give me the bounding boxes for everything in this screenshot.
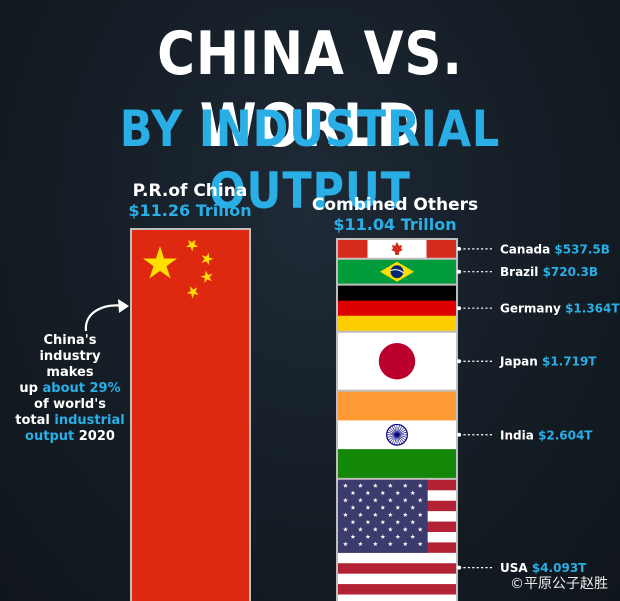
- china-small-star-icon-1: [185, 239, 199, 252]
- country-value: $2.604T: [538, 428, 593, 442]
- country-name: USA: [500, 561, 532, 575]
- country-name: Canada: [500, 242, 554, 256]
- segment-india: [338, 391, 456, 478]
- leader-dot: [457, 359, 461, 364]
- others-name: Combined Others: [311, 195, 479, 215]
- note-arrow-icon: [84, 299, 129, 332]
- arrow-head: [118, 299, 129, 313]
- leader-dot: [457, 246, 461, 251]
- ashoka-chakra-icon: [386, 423, 408, 446]
- country-value: $4.093T: [532, 561, 587, 575]
- label-germany: Germany $1.364T: [457, 302, 620, 316]
- germany-flag: [338, 285, 456, 331]
- country-value: $1.364T: [565, 302, 620, 316]
- china-big-star-icon: [142, 246, 178, 279]
- india-flag: [338, 391, 456, 478]
- china-flag-field: [132, 230, 249, 601]
- china-value: $11.26 Trillon: [128, 201, 252, 220]
- country-value: $537.5B: [554, 242, 609, 256]
- leader-dot: [457, 565, 461, 570]
- watermark: ©平原公子赵胜: [510, 576, 608, 592]
- label-text: USA $4.093T: [500, 561, 587, 575]
- label-text: Japan $1.719T: [499, 355, 597, 369]
- china-share-note: China's industry makes up about 29% of w…: [15, 333, 125, 444]
- china-header: P.R.of China $11.26 Trillon: [120, 181, 260, 221]
- segment-usa: [338, 479, 456, 601]
- segment-japan: [338, 332, 456, 390]
- label-usa: USA $4.093T: [457, 561, 587, 575]
- label-text: Germany $1.364T: [500, 302, 620, 316]
- label-text: Brazil $720.3B: [500, 265, 598, 279]
- country-name: Brazil: [500, 265, 543, 279]
- china-bar: [130, 228, 251, 601]
- usa-flag: [338, 479, 456, 601]
- label-japan: Japan $1.719T: [457, 355, 597, 369]
- label-brazil: Brazil $720.3B: [457, 265, 598, 279]
- china-small-star-icon-4: [186, 286, 199, 299]
- china-small-star-icon-3: [200, 270, 213, 283]
- maple-leaf-icon: [391, 241, 403, 255]
- label-text: Canada $537.5B: [500, 242, 610, 256]
- country-name: Germany: [500, 302, 565, 316]
- leader-dot: [457, 269, 461, 274]
- japan-flag: [338, 332, 456, 390]
- china-small-star-icon-2: [201, 252, 214, 266]
- others-header: Combined Others $11.04 Trillon: [305, 195, 485, 235]
- arrow-curve: [84, 304, 125, 332]
- leader-dot: [457, 432, 461, 437]
- others-value: $11.04 Trillon: [333, 215, 457, 234]
- label-text: India $2.604T: [500, 428, 593, 442]
- country-labels: Canada $537.5B Brazil $720.3B Germany $1.3…: [457, 242, 620, 575]
- chart-subtitle: BY INDUSTRIAL OUTPUT: [119, 100, 501, 220]
- others-stacked-bar: [336, 238, 458, 601]
- china-flag: [132, 230, 249, 601]
- segment-germany: [338, 285, 456, 331]
- country-name: India: [500, 428, 538, 442]
- sun-disc-icon: [378, 343, 416, 380]
- brazil-flag: [338, 259, 456, 284]
- canada-flag: [338, 240, 456, 258]
- country-value: $1.719T: [542, 355, 597, 369]
- china-name: P.R.of China: [132, 181, 248, 201]
- usa-stars-icon: [343, 483, 423, 547]
- segment-brazil: [338, 259, 456, 284]
- label-canada: Canada $537.5B: [457, 242, 610, 256]
- country-value: $720.3B: [543, 265, 598, 279]
- segment-canada: [338, 240, 456, 258]
- leader-dot: [457, 306, 461, 311]
- chart-title: CHINA VS. WORLD: [157, 19, 463, 161]
- label-india: India $2.604T: [457, 428, 593, 442]
- country-name: Japan: [499, 355, 542, 369]
